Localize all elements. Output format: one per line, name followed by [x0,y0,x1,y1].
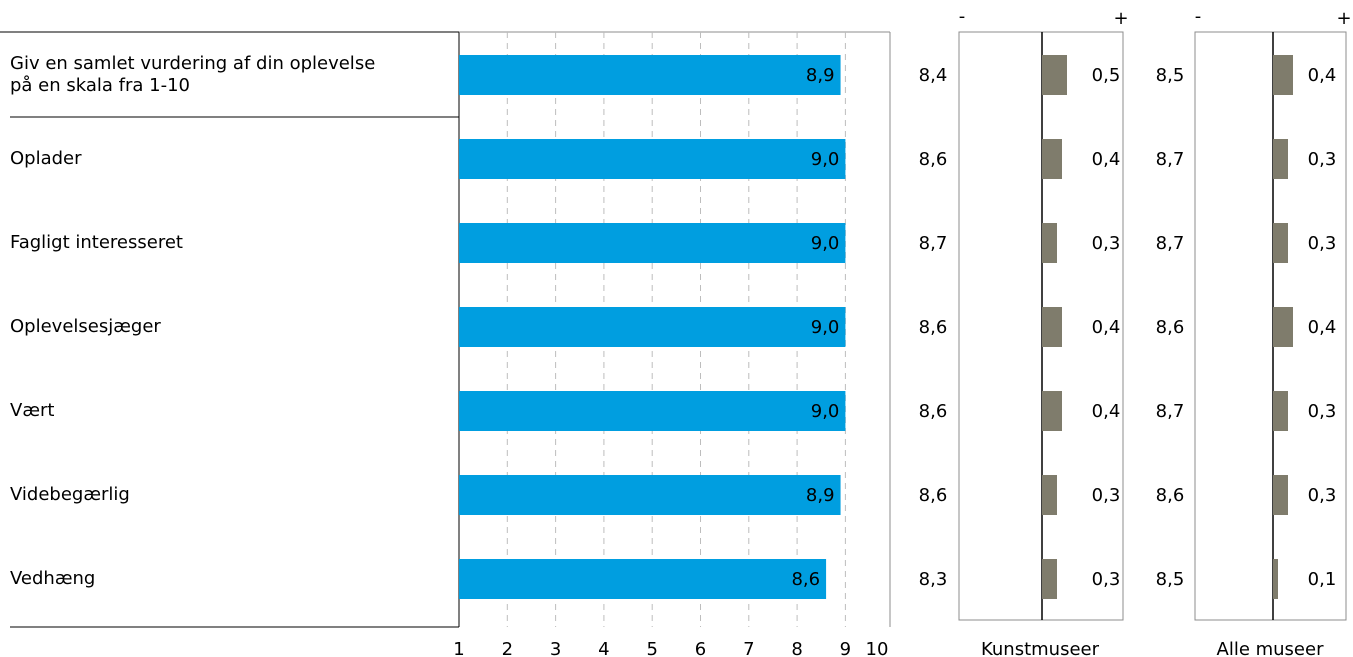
score-value-label: 8,6 [791,569,820,590]
benchmark-value-label: 8,6 [1156,485,1185,506]
benchmark-value-label: 8,3 [919,569,948,590]
x-tick-label: 6 [695,639,706,657]
row-labels: Giv en samlet vurdering af din oplevelse… [0,31,460,628]
difference-value-label: 0,3 [1308,233,1337,254]
difference-value-label: 0,3 [1092,485,1121,506]
category-label: Vært [10,400,54,421]
category-label: Oplader [10,148,82,169]
difference-value-label: 0,3 [1308,401,1337,422]
difference-bar [1273,55,1293,95]
comparison-box [958,31,1124,621]
x-tick-label: 1 [453,639,464,657]
difference-value-label: 0,5 [1092,65,1121,86]
benchmark-value-label: 8,6 [919,401,948,422]
main-plot: 8,9 9,0 9,0 9,0 9,0 8,9 8,6 [459,31,891,627]
difference-bar [1042,139,1062,179]
benchmark-value-label: 8,7 [1156,149,1185,170]
score-bar [459,559,827,599]
x-tick-label: 7 [743,639,754,657]
category-label: Oplevelsesjæger [10,316,161,337]
score-bar [459,307,846,347]
difference-bar [1042,307,1062,347]
difference-value-label: 0,4 [1092,317,1121,338]
difference-bar [1042,475,1057,515]
benchmark-value-label: 8,7 [919,233,948,254]
difference-bar [1273,139,1288,179]
x-tick-label: 4 [598,639,609,657]
difference-bar [1042,223,1057,263]
score-value-label: 8,9 [806,65,835,86]
score-bar [459,223,846,263]
difference-value-label: 0,3 [1308,485,1337,506]
benchmark-value-label: 8,7 [1156,401,1185,422]
comparison-panels: - + Kunstmuseer 8,4 0,5 8,6 0,4 8,7 0,3 8,6 0,4 8,6… [919,6,1352,657]
difference-value-label: 0,4 [1092,149,1121,170]
benchmark-value-label: 8,6 [919,149,948,170]
difference-value-label: 0,3 [1092,233,1121,254]
minus-label: - [959,6,966,27]
difference-value-label: 0,3 [1308,149,1337,170]
plus-label: + [1336,8,1351,29]
category-label: Vedhæng [10,568,95,589]
comparison-label: Kunstmuseer [981,639,1100,657]
difference-value-label: 0,1 [1308,569,1337,590]
difference-bar [1273,307,1293,347]
difference-value-label: 0,3 [1092,569,1121,590]
difference-value-label: 0,4 [1308,65,1337,86]
difference-bar [1042,559,1057,599]
score-bar [459,139,846,179]
category-label: Fagligt interesseret [10,232,183,253]
x-tick-label: 9 [840,639,851,657]
difference-bar [1273,391,1288,431]
x-tick-label: 8 [791,639,802,657]
score-bar [459,55,841,95]
category-label: Giv en samlet vurdering af din oplevelse [10,53,375,74]
score-value-label: 9,0 [811,317,840,338]
x-tick-label: 10 [866,639,889,657]
comparison-panel: - + Kunstmuseer 8,4 0,5 8,6 0,4 8,7 0,3 8,6 0,4 8,6… [919,6,1129,657]
score-value-label: 9,0 [811,233,840,254]
comparison-label: Alle museer [1217,639,1325,657]
difference-value-label: 0,4 [1092,401,1121,422]
benchmark-value-label: 8,7 [1156,233,1185,254]
x-tick-label: 3 [550,639,561,657]
score-value-label: 8,9 [806,485,835,506]
score-value-label: 9,0 [811,401,840,422]
comparison-box [1194,31,1347,621]
difference-bar [1273,475,1288,515]
plus-label: + [1113,8,1128,29]
comparison-panel: - + Alle museer 8,5 0,4 8,7 0,3 8,7 0,3 8,6 0,4 8,7… [1156,6,1352,657]
difference-bar [1042,391,1062,431]
benchmark-value-label: 8,4 [919,65,948,86]
benchmark-value-label: 8,5 [1156,569,1185,590]
difference-bar [1273,559,1278,599]
benchmark-value-label: 8,6 [1156,317,1185,338]
benchmark-value-label: 8,6 [919,317,948,338]
score-value-label: 9,0 [811,149,840,170]
benchmark-value-label: 8,6 [919,485,948,506]
difference-bar [1042,55,1067,95]
category-label: på en skala fra 1-10 [10,75,190,96]
x-tick-label: 2 [502,639,513,657]
benchmark-value-label: 8,5 [1156,65,1185,86]
difference-value-label: 0,4 [1308,317,1337,338]
x-axis: 1 2 3 4 5 6 7 8 9 10 [453,639,888,657]
score-bar [459,391,846,431]
x-tick-label: 5 [646,639,657,657]
category-label: Videbegærlig [10,484,130,505]
score-bar [459,475,841,515]
difference-bar [1273,223,1288,263]
minus-label: - [1195,6,1202,27]
